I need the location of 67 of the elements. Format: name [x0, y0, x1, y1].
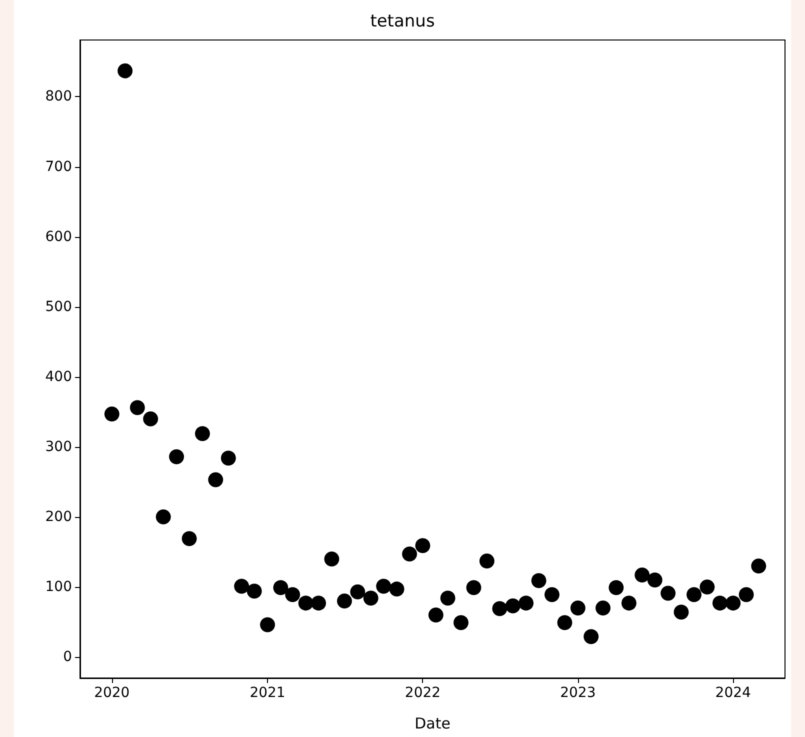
point — [208, 472, 224, 488]
point — [130, 400, 145, 416]
point — [751, 558, 766, 574]
point — [273, 580, 288, 596]
point — [634, 568, 650, 583]
point — [336, 593, 352, 608]
point — [118, 63, 133, 78]
y-tick-label: 400 — [45, 368, 72, 385]
point — [376, 578, 392, 594]
point — [660, 586, 676, 601]
point — [466, 580, 482, 596]
point — [621, 596, 636, 611]
x-tick-label: 2021 — [250, 685, 286, 701]
y-tick-label: 600 — [45, 228, 72, 245]
point — [674, 604, 689, 620]
point — [234, 578, 250, 594]
point — [647, 572, 662, 588]
point — [246, 584, 262, 599]
point — [531, 573, 546, 588]
chart-title: tetanus — [370, 12, 435, 32]
point — [260, 617, 276, 632]
point — [726, 596, 741, 611]
point — [428, 607, 444, 622]
y-tick-label: 0 — [63, 648, 72, 665]
point — [686, 587, 702, 602]
point — [350, 584, 366, 600]
point — [492, 601, 508, 616]
point — [169, 449, 184, 464]
point — [518, 596, 534, 611]
point — [570, 600, 586, 616]
x-axis-title: Date — [414, 714, 450, 732]
x-tick-label: 2023 — [560, 685, 596, 701]
point — [700, 579, 715, 594]
point — [596, 600, 611, 616]
point — [712, 596, 728, 611]
point — [415, 538, 430, 554]
x-tick-label: 2020 — [94, 685, 130, 701]
point — [220, 450, 236, 466]
point — [389, 582, 404, 597]
point — [324, 551, 340, 566]
point — [440, 590, 456, 606]
y-tick-label: 200 — [45, 508, 72, 525]
point — [557, 615, 572, 630]
point — [143, 411, 158, 426]
point — [505, 598, 520, 614]
point — [311, 596, 326, 611]
y-tick-label: 100 — [45, 578, 72, 595]
point — [298, 596, 314, 611]
y-tick-label: 700 — [45, 158, 72, 175]
point — [285, 587, 300, 602]
point — [454, 615, 468, 630]
point — [156, 509, 171, 524]
x-tick-label: 2024 — [715, 685, 752, 701]
point — [363, 590, 378, 606]
y-tick-label: 300 — [45, 438, 72, 455]
point — [194, 426, 210, 442]
point — [104, 406, 120, 422]
point — [479, 554, 494, 569]
y-tick-label: 500 — [45, 298, 72, 315]
x-tick-label: 2022 — [404, 685, 441, 701]
point — [738, 587, 754, 602]
y-tick-label: 800 — [45, 88, 72, 105]
point — [402, 546, 418, 562]
point — [182, 531, 197, 546]
point — [608, 580, 624, 596]
point — [584, 629, 599, 644]
point — [544, 587, 560, 602]
